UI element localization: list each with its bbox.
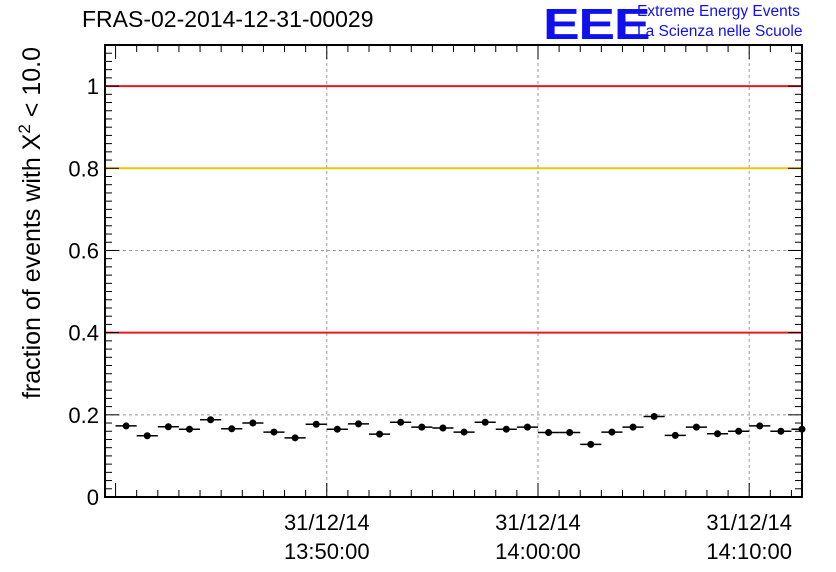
data-point xyxy=(692,423,700,431)
x-tick-label: 31/12/14 xyxy=(495,510,581,535)
data-point xyxy=(587,440,595,448)
data-point xyxy=(629,423,637,431)
y-tick-label: 0.4 xyxy=(68,321,99,346)
x-tick-label: 31/12/14 xyxy=(706,510,792,535)
x-tick-label: 31/12/14 xyxy=(284,510,370,535)
data-point xyxy=(418,423,426,431)
data-point xyxy=(185,425,193,433)
data-point xyxy=(249,419,257,427)
data-point xyxy=(460,428,468,436)
data-point xyxy=(439,424,447,432)
data-point xyxy=(312,420,320,428)
data-point xyxy=(566,428,574,436)
y-axis-label-tail: < 10.0 xyxy=(18,47,46,124)
data-point xyxy=(270,428,278,436)
y-axis-label-main: fraction of events with X xyxy=(18,133,46,399)
logo-line-2: La Scienza nelle Scuole xyxy=(637,23,803,40)
data-point xyxy=(122,422,130,430)
logo-mark: EEE xyxy=(543,0,651,49)
eee-logo: EEE Extreme Energy Events La Scienza nel… xyxy=(543,0,833,49)
data-point xyxy=(735,427,743,435)
data-point xyxy=(714,430,722,438)
data-point xyxy=(502,425,510,433)
data-point xyxy=(376,430,384,438)
y-tick-label: 1 xyxy=(87,74,99,99)
x-tick-label: 13:50:00 xyxy=(284,539,370,564)
logo-line-1: Extreme Energy Events xyxy=(637,3,800,20)
data-point xyxy=(798,425,806,433)
data-point xyxy=(545,428,553,436)
y-tick-label: 0.8 xyxy=(68,156,99,181)
x-tick-label: 14:00:00 xyxy=(495,539,581,564)
data-point xyxy=(481,418,489,426)
data-point xyxy=(207,416,215,424)
data-point xyxy=(333,425,341,433)
y-axis-label: fraction of events with X2 < 10.0 xyxy=(15,47,46,399)
data-point xyxy=(523,423,531,431)
data-point xyxy=(354,420,362,428)
y-tick-label: 0 xyxy=(87,485,99,510)
y-axis-label-superscript: 2 xyxy=(15,124,34,133)
y-tick-label: 0.6 xyxy=(68,238,99,263)
data-point xyxy=(228,425,236,433)
data-point xyxy=(650,412,658,420)
data-point xyxy=(756,422,764,430)
data-point xyxy=(164,423,172,431)
y-tick-label: 0.2 xyxy=(68,403,99,428)
data-point xyxy=(143,432,151,440)
data-point xyxy=(397,418,405,426)
data-point xyxy=(671,431,679,439)
x-tick-label: 14:10:00 xyxy=(706,539,792,564)
chart-title: FRAS-02-2014-12-31-00029 xyxy=(82,6,374,32)
data-point xyxy=(608,428,616,436)
data-point xyxy=(291,434,299,442)
data-point xyxy=(777,427,785,435)
